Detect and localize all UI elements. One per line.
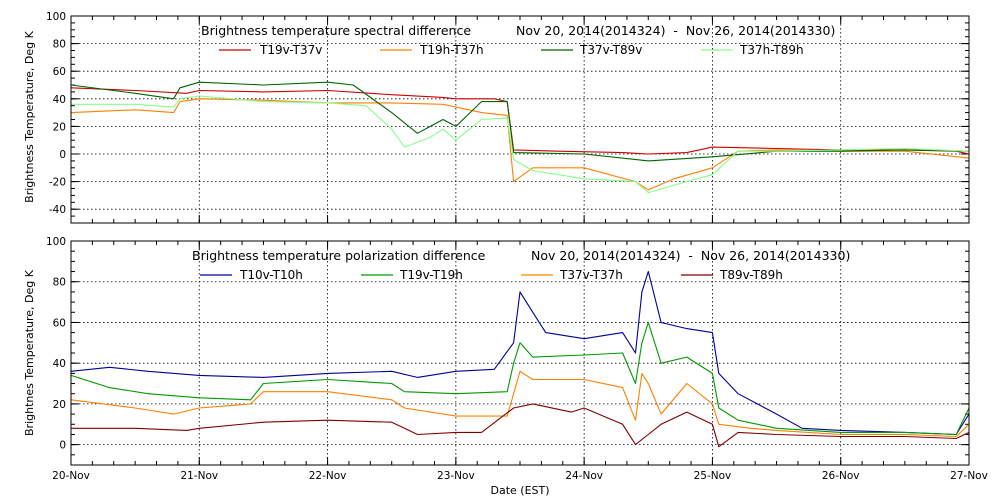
panel2-frame [70,240,970,466]
x-tick-label: 25-Nov [694,470,732,482]
series-line-t37v-t89v [70,81,970,162]
x-tick-label: 23-Nov [437,470,475,482]
panel1-frame [70,15,970,224]
legend-label-t19v-t19h: T19v-T19h [399,268,463,282]
panel2-ylabel: Brightnes Temperature, Deg K [23,269,36,436]
y-tick-label: 0 [59,149,66,161]
y-tick-label: 20 [53,121,66,133]
y-tick-label: -20 [49,177,66,189]
panel1-date-range: Nov 20, 2014(2014324) - Nov 26, 2014(201… [516,23,835,38]
x-axis-label: Date (EST) [490,484,549,497]
y-tick-label: 100 [46,236,66,248]
y-tick-label: 80 [53,39,66,51]
panel1-gridlines [71,16,969,223]
y-tick-label: 0 [59,440,66,452]
panel-polarization: Brightnes Temperature, Deg K 0 20 40 60 80 10… [23,236,988,497]
series-line-t19v-t19h [70,321,970,436]
panel2-title: Brightness temperature polarization diff… [192,248,486,263]
panel2-legend: T10v-T10h T19v-T19h T37v-T37h T89v-T89h [200,268,783,282]
panel2-gridlines [71,241,969,465]
panel2-series [70,270,970,448]
series-line-t37h-t89h [71,95,970,194]
series-line-t10v-t10h [70,270,970,436]
panel2-ticks: 0 20 40 60 80 100 [46,236,970,466]
legend-label-t10v-t10h: T10v-T10h [239,268,303,282]
x-tick-label: 24-Nov [565,470,603,482]
legend-label-t19v-t37v: T19v-T37v [259,43,322,57]
x-tick-labels: 20-Nov 21-Nov 22-Nov 23-Nov 24-Nov 25-Nov 26-N… [52,470,988,482]
legend-label-t37h-t89h: T37h-T89h [739,43,804,57]
legend-label-t19h-t37h: T19h-T37h [419,43,484,57]
panel1-series [70,81,970,194]
x-tick-label: 27-Nov [950,470,988,482]
y-tick-label: 40 [53,358,66,370]
y-tick-label: -40 [49,204,66,216]
y-tick-label: 60 [53,66,66,78]
legend-label-t89v-t89h: T89v-T89h [719,268,783,282]
y-tick-label: 100 [46,11,66,23]
panel1-ylabel: Brightness Temperature, Deg K [23,30,36,202]
panel-spectral: Brightness Temperature, Deg K -40 -20 0 20 4… [23,11,970,224]
y-tick-label: 40 [53,94,66,106]
series-line-t19v-t37v [70,87,970,155]
series-line-t37v-t37h [70,370,970,438]
y-tick-label: 80 [53,277,66,289]
y-tick-label: 60 [53,317,66,329]
panel1-legend: T19v-T37v T19h-T37h T37v-T89v T37h-T89h [219,43,804,57]
series-line-t89v-t89h [71,403,970,448]
x-tick-label: 21-Nov [180,470,218,482]
legend-label-t37v-t89v: T37v-T89v [579,43,642,57]
legend-label-t37v-t37h: T37v-T37h [559,268,623,282]
x-tick-label: 22-Nov [309,470,347,482]
panel1-title: Brightness temperature spectral differen… [201,23,471,38]
x-tick-label: 20-Nov [52,470,90,482]
series-line-t19h-t37h [70,98,970,191]
x-tick-label: 26-Nov [822,470,860,482]
y-tick-label: 20 [53,399,66,411]
panel2-date-range: Nov 20, 2014(2014324) - Nov 26, 2014(201… [531,248,850,263]
